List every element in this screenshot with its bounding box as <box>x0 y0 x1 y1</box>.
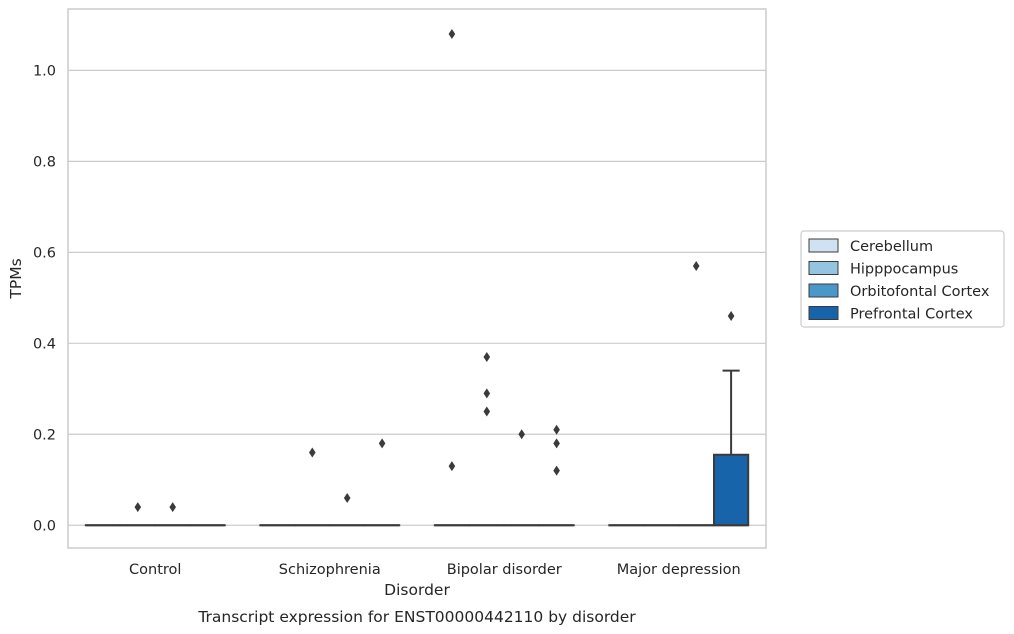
legend-label: Hipppocampus <box>850 262 958 278</box>
y-tick-label: 0.8 <box>33 154 56 170</box>
outlier-point <box>553 465 560 476</box>
legend-label: Orbitofontal Cortex <box>850 284 990 300</box>
outlier-point <box>483 351 491 362</box>
chart-caption: Transcript expression for ENST0000044211… <box>197 608 636 626</box>
plot-area-boxes <box>84 29 750 527</box>
legend: Cerebellum Hipppocampus Orbitofontal Corte… <box>800 230 1005 328</box>
legend-swatch <box>808 283 839 298</box>
x-axis-ticks: Control Schizophrenia Bipolar disorder Majo… <box>129 562 741 578</box>
outlier-point <box>448 29 456 40</box>
outlier-point <box>483 388 491 399</box>
outlier-point <box>483 406 491 417</box>
legend-label: Cerebellum <box>850 239 933 255</box>
outlier-point <box>343 492 351 503</box>
box-orbitofontal-cortex <box>503 429 540 527</box>
outlier-point <box>518 429 525 440</box>
x-tick-label: Schizophrenia <box>279 562 381 578</box>
box-orbitofontal-cortex <box>154 502 191 527</box>
y-tick-label: 0.0 <box>33 518 56 534</box>
x-tick-label: Control <box>129 562 181 578</box>
box-orbitofontal-cortex <box>329 492 366 527</box>
legend-swatch <box>808 238 839 253</box>
outlier-point <box>553 438 560 449</box>
y-axis-ticks: 0.0 0.2 0.4 0.6 0.8 1.0 <box>33 63 56 534</box>
outlier-point <box>378 438 386 449</box>
box-orbitofontal-cortex <box>678 260 715 527</box>
y-axis-title: TPMs <box>7 258 25 299</box>
outlier-point <box>309 447 316 458</box>
x-tick-label: Bipolar disorder <box>447 562 562 578</box>
x-tick-label: Major depression <box>617 562 741 578</box>
gridlines <box>68 69 766 526</box>
outlier-point <box>692 260 700 271</box>
box-hipppocampus <box>468 351 505 527</box>
legend-frame <box>800 230 1005 328</box>
outlier-point <box>448 461 456 472</box>
box-hipppocampus <box>294 447 331 527</box>
outlier-point <box>553 424 560 435</box>
box-prefrontal-cortex <box>712 311 750 527</box>
x-axis-title: Disorder <box>384 581 450 599</box>
box-hipppocampus <box>119 502 156 527</box>
plot-frame <box>67 8 767 549</box>
box-cerebellum <box>433 29 471 527</box>
outlier-point <box>169 502 176 513</box>
outlier-point <box>134 502 142 513</box>
legend-swatch <box>808 306 839 320</box>
box-prefrontal-cortex <box>363 438 401 527</box>
outlier-point <box>727 311 735 322</box>
y-tick-label: 0.2 <box>33 427 56 443</box>
box-prefrontal-cortex <box>538 424 575 527</box>
y-tick-label: 0.4 <box>33 336 56 352</box>
box <box>712 453 750 527</box>
y-tick-label: 1.0 <box>33 63 56 79</box>
legend-swatch <box>808 261 839 275</box>
y-tick-label: 0.6 <box>33 245 56 261</box>
legend-label: Prefrontal Cortex <box>850 307 973 323</box>
